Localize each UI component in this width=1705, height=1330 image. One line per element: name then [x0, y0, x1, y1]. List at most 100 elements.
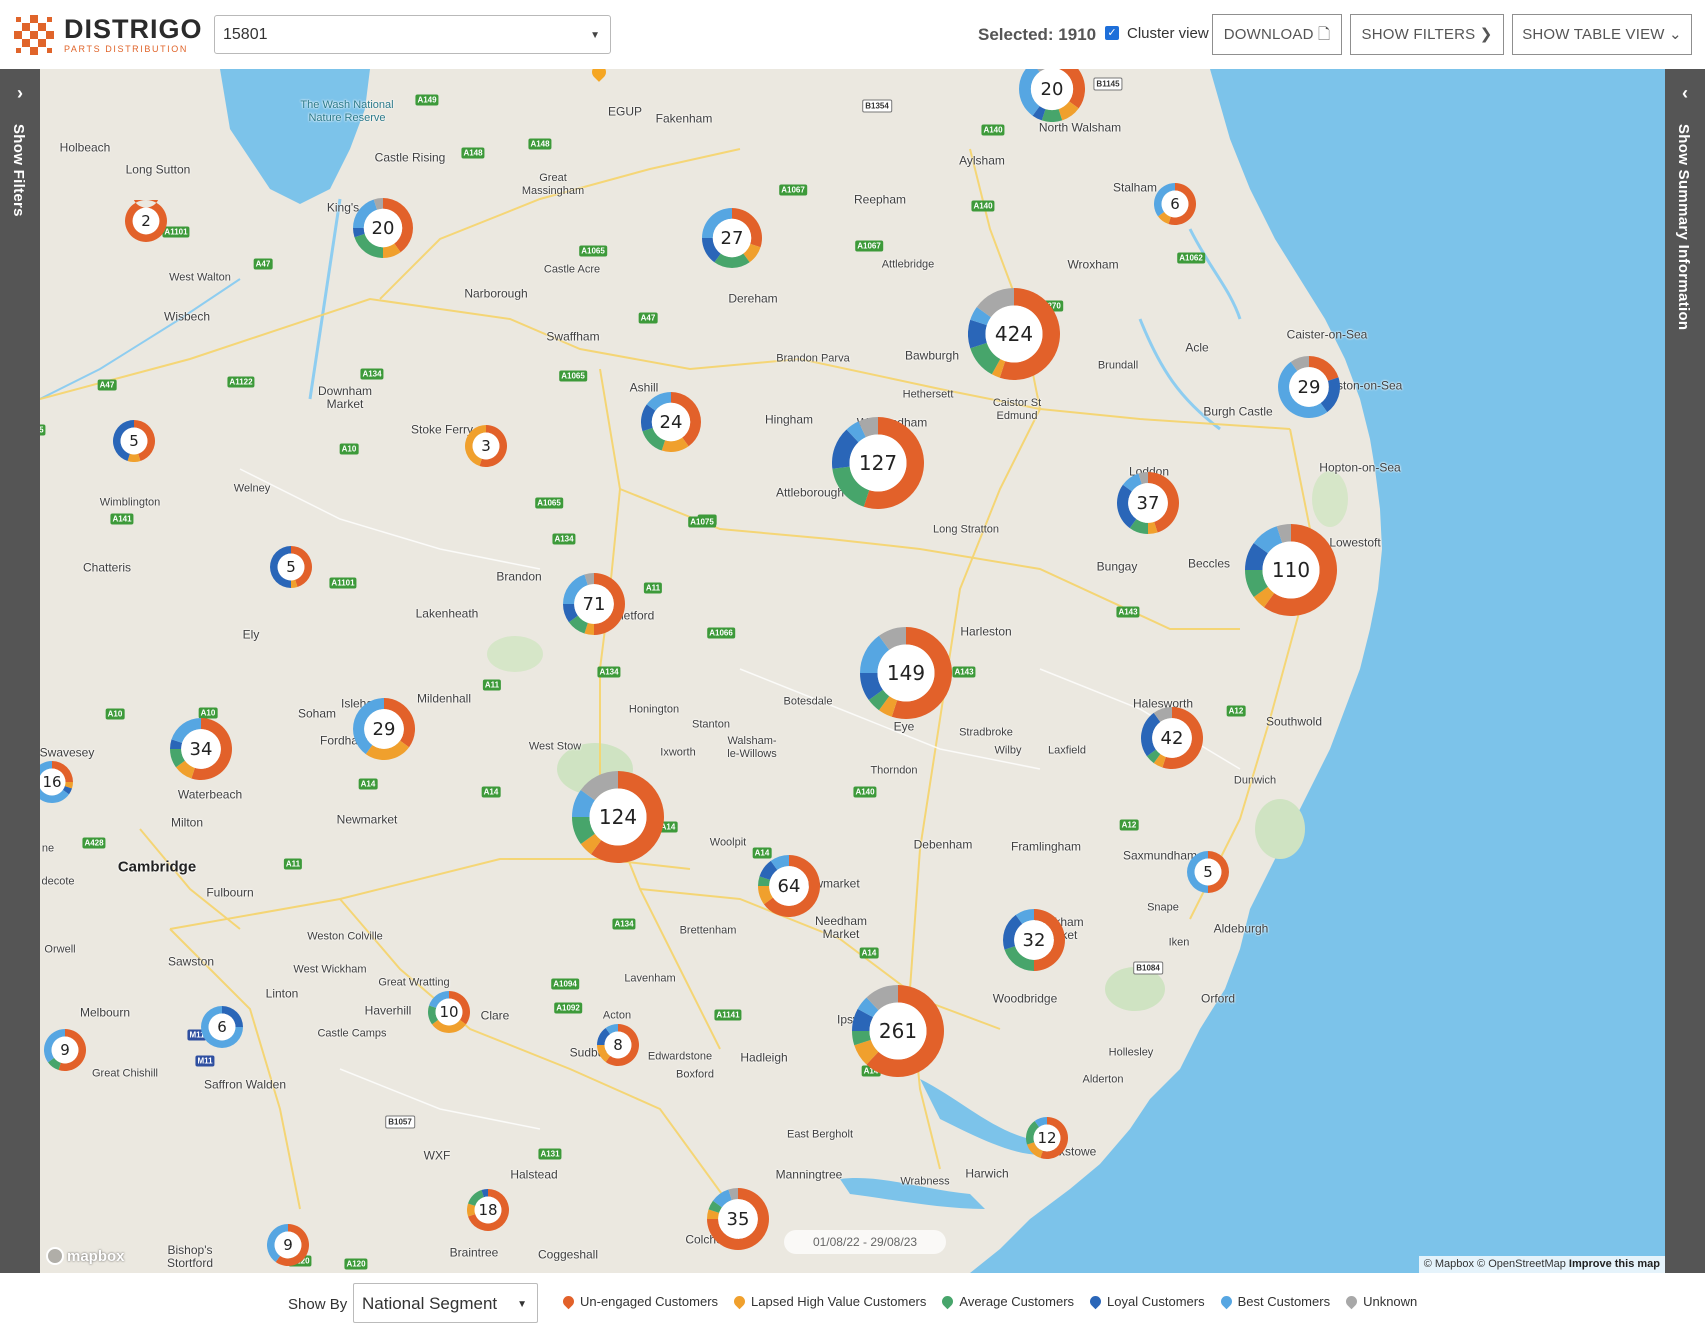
- cluster-segment: [970, 342, 1001, 375]
- cluster-view-checkbox[interactable]: ✓: [1105, 26, 1119, 40]
- show-by-select[interactable]: National Segment ▼: [353, 1283, 538, 1323]
- cluster-marker[interactable]: 24: [641, 392, 701, 452]
- cluster-segment: [171, 718, 201, 743]
- cluster-marker[interactable]: 18: [467, 1189, 509, 1231]
- cluster-segment: [1027, 1142, 1043, 1158]
- cluster-count: 64: [777, 875, 801, 897]
- cluster-marker[interactable]: 2: [125, 200, 167, 242]
- cluster-segment: [365, 740, 410, 760]
- cluster-marker[interactable]: 37: [1117, 472, 1179, 534]
- cluster-marker[interactable]: 29: [1278, 356, 1340, 418]
- cluster-segment: [291, 546, 312, 587]
- legend-item[interactable]: Loyal Customers: [1087, 1293, 1205, 1310]
- cluster-marker[interactable]: 16: [40, 761, 73, 803]
- cluster-marker[interactable]: 149: [860, 627, 952, 719]
- legend-item[interactable]: Unknown: [1343, 1293, 1417, 1310]
- cluster-marker[interactable]: 8: [597, 1024, 639, 1066]
- cluster-marker[interactable]: 6: [1154, 183, 1196, 225]
- map-place-label: Aldeburgh: [1213, 921, 1269, 936]
- cluster-segment: [702, 208, 732, 238]
- cluster-count: 32: [1022, 929, 1046, 951]
- road-shield: A14: [861, 1065, 881, 1077]
- cluster-marker[interactable]: 424: [968, 288, 1060, 380]
- legend-item[interactable]: Un-engaged Customers: [560, 1293, 718, 1310]
- map-place-label: Honington: [628, 703, 680, 716]
- cluster-segment: [763, 855, 820, 917]
- cluster-marker[interactable]: 32: [1003, 909, 1065, 971]
- road-shield: A14: [658, 821, 678, 833]
- cluster-segment: [563, 604, 578, 623]
- cluster-marker[interactable]: 35: [707, 1188, 769, 1250]
- cluster-marker[interactable]: 5: [270, 546, 312, 588]
- attribution-text[interactable]: © Mapbox © OpenStreetMap: [1423, 1258, 1566, 1270]
- road-shield: B1057: [385, 1115, 415, 1129]
- account-select[interactable]: 15801 ▼: [214, 15, 611, 54]
- cluster-marker[interactable]: 9: [44, 1029, 86, 1071]
- cluster-segment: [863, 417, 924, 509]
- show-filters-button[interactable]: SHOW FILTERS ❯: [1350, 14, 1504, 55]
- map-place-label: Walsham- le-Willows: [727, 735, 777, 760]
- cluster-count: 5: [1203, 863, 1213, 881]
- cluster-count: 3: [481, 437, 491, 455]
- map-canvas[interactable]: The Wash National Nature Reserve Holbeach…: [40, 69, 1665, 1273]
- mapbox-logo[interactable]: mapbox: [46, 1247, 125, 1265]
- cluster-marker[interactable]: 6: [201, 1006, 243, 1048]
- map-place-label: Eye: [893, 719, 915, 734]
- cluster-marker[interactable]: 5: [1187, 851, 1229, 893]
- cluster-donut: [597, 1024, 639, 1066]
- cluster-segment: [1253, 526, 1283, 554]
- cluster-segment: [891, 627, 952, 719]
- cluster-count: 18: [478, 1201, 498, 1219]
- improve-map-link[interactable]: Improve this map: [1568, 1258, 1660, 1270]
- cluster-marker[interactable]: 42: [1141, 707, 1203, 769]
- top-toolbar: DISTRIGO PARTS DISTRIBUTION 15801 ▼ Sele…: [0, 0, 1705, 68]
- map-place-label: Clare: [480, 1008, 510, 1023]
- cluster-marker[interactable]: 71: [563, 573, 625, 635]
- road-shield: B1084: [1133, 961, 1163, 975]
- cluster-marker[interactable]: 9: [267, 1224, 309, 1266]
- cluster-segment: [62, 786, 72, 795]
- cluster-marker[interactable]: 261: [852, 985, 944, 1077]
- road-shield: A1066: [707, 627, 735, 639]
- cluster-segment: [170, 749, 185, 768]
- cluster-marker[interactable]: 20: [1019, 69, 1085, 122]
- legend-item[interactable]: Average Customers: [940, 1293, 1074, 1310]
- show-summary-tab[interactable]: ‹ Show Summary Information: [1665, 69, 1705, 1273]
- legend-marker-icon: [1343, 1293, 1360, 1310]
- map-place-label: Halstead: [510, 1167, 558, 1182]
- cluster-segment: [1148, 472, 1179, 533]
- cluster-donut: [860, 627, 952, 719]
- download-button[interactable]: DOWNLOAD 🗋: [1212, 14, 1342, 55]
- legend-item[interactable]: Best Customers: [1218, 1293, 1330, 1310]
- cluster-marker[interactable]: 29: [353, 698, 415, 760]
- cluster-marker[interactable]: 12: [1026, 1117, 1068, 1159]
- road-shield: A1065: [579, 245, 607, 257]
- legend-item[interactable]: Lapsed High Value Customers: [731, 1293, 926, 1310]
- map-place-label: Stradbroke: [959, 726, 1013, 739]
- cluster-donut: [832, 417, 924, 509]
- map-place-label: Bishop's Stortford: [166, 1243, 214, 1270]
- cluster-donut: [465, 425, 507, 467]
- map-place-label: Newmarket: [336, 812, 398, 827]
- cluster-segment: [712, 1189, 732, 1208]
- cluster-marker[interactable]: 27: [702, 208, 762, 268]
- show-table-view-button[interactable]: SHOW TABLE VIEW ⌄: [1512, 14, 1692, 55]
- cluster-marker[interactable]: 3: [465, 425, 507, 467]
- cluster-marker[interactable]: 34: [170, 718, 232, 780]
- cluster-marker[interactable]: 10: [428, 991, 470, 1033]
- cluster-count: 20: [1040, 78, 1064, 100]
- map-place-label: Sawston: [167, 954, 215, 969]
- cluster-marker[interactable]: 5: [113, 420, 155, 462]
- cluster-segment: [383, 198, 413, 253]
- cluster-count: 71: [582, 593, 606, 615]
- cluster-marker[interactable]: 124: [572, 771, 664, 863]
- cluster-segment: [275, 1224, 309, 1266]
- cluster-marker[interactable]: 110: [1245, 524, 1337, 616]
- cluster-marker[interactable]: 20: [353, 198, 413, 258]
- show-filters-tab[interactable]: › Show Filters: [0, 69, 40, 1273]
- road-shield: A1075: [688, 516, 716, 528]
- cluster-marker[interactable]: 64: [758, 855, 820, 917]
- road-shield: A1067: [779, 184, 807, 196]
- cluster-segment: [267, 1224, 288, 1262]
- cluster-marker[interactable]: 127: [832, 417, 924, 509]
